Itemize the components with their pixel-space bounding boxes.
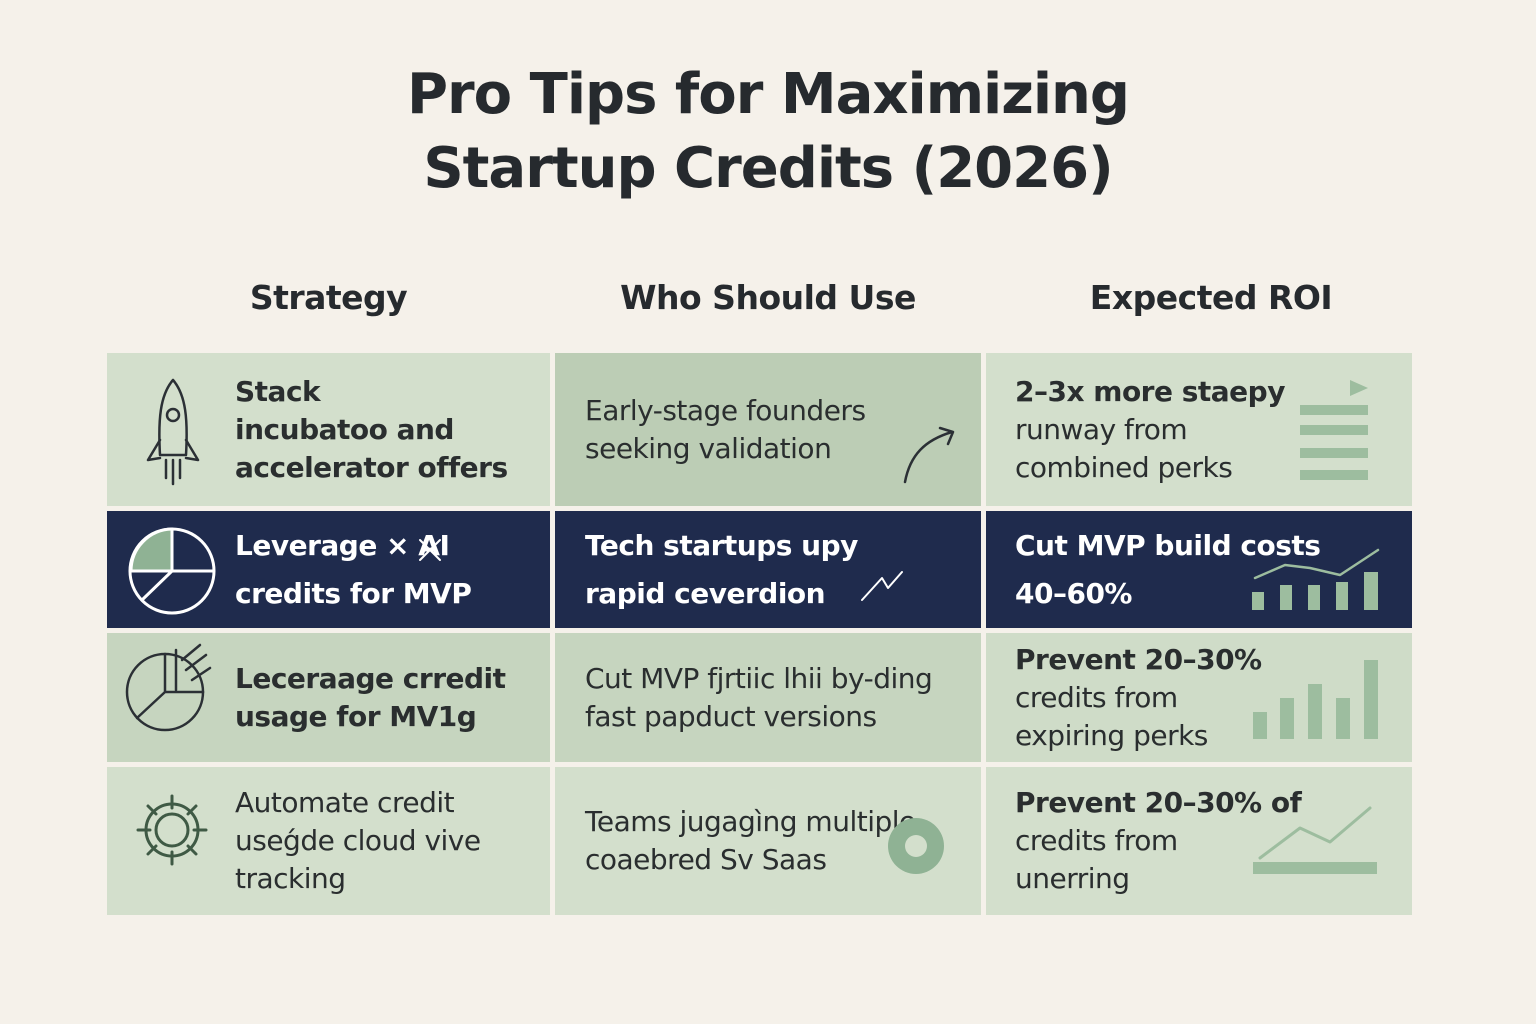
table-cell: Teams jugagìng multiple coaebred Sv Saas (555, 767, 981, 915)
cell-text: Prevent 20–30% of (1015, 786, 1302, 819)
table-cell: Stack incubatoo and accelerator offers (107, 353, 550, 506)
cell-text: Prevent 20–30% (1015, 642, 1262, 676)
cell-text: 40–60% (1015, 576, 1132, 610)
table-cell: Automate credit useǵde cloud vive tracking (107, 767, 550, 915)
cell-text: coaebred Sv Saas (585, 843, 827, 876)
cell-text: Leceraage crredit (235, 661, 506, 695)
table-cell: Prevent 20–30% of credits from unerring (986, 767, 1412, 915)
cell-text: Automate credit (235, 786, 455, 819)
column-header: Strategy (249, 278, 408, 317)
cell-text: expiring perks (1015, 718, 1208, 752)
cell-text: credits from (1015, 680, 1178, 714)
table-cell: Prevent 20–30% credits from expiring perks (986, 633, 1412, 762)
table-cell: Leverage × AI credits for MVP (107, 511, 550, 628)
cell-text: Early-stage founders (585, 393, 866, 427)
cell-text: seeking validation (585, 431, 832, 465)
cell-text: usage for MV1g (235, 699, 477, 733)
cell-text: 2–3x more staepy (1015, 374, 1285, 408)
cell-text: tracking (235, 862, 346, 895)
title-line: Pro Tips for Maximizing (406, 62, 1130, 127)
table-cell: Leceraage crredit usage for MV1g (107, 633, 550, 762)
cell-text: unerring (1015, 862, 1130, 895)
cell-text: useǵde cloud vive (235, 824, 481, 857)
table-cell: Early-stage founders seeking validation (555, 353, 981, 506)
table-cell: 2–3x more staepy runway from combined perk… (986, 353, 1412, 506)
title-line: Startup Credits (2026) (423, 136, 1113, 201)
column-header: Who Should Use (620, 278, 916, 317)
cell-text: Cut MVP build costs (1015, 528, 1321, 562)
cell-text: rapid ceverdion (585, 576, 826, 610)
table-cell: Tech startups upy rapid ceverdion (555, 511, 981, 628)
cell-text: accelerator offers (235, 450, 508, 484)
table-cell: Cut MVP fjrtiic lhii by-ding fast papduct… (555, 633, 981, 762)
cell-text: Cut MVP fjrtiic lhii by-ding (585, 661, 933, 695)
cell-text: runway from (1015, 412, 1188, 446)
cell-text: credits for MVP (235, 576, 472, 610)
cell-text: credits from (1015, 824, 1178, 857)
cell-text: Teams jugagìng multiple (585, 805, 916, 838)
cell-text: Leverage × AI (235, 528, 450, 562)
column-header: Expected ROI (1089, 278, 1333, 317)
cell-text: combined perks (1015, 450, 1233, 484)
cell-text: Stack (235, 374, 321, 408)
table-cell: Cut MVP build costs 40–60% (986, 511, 1412, 628)
cell-text: fast papduct versions (585, 699, 877, 733)
cell-text: incubatoo and (235, 412, 454, 446)
cell-text: Tech startups upy (585, 528, 858, 562)
